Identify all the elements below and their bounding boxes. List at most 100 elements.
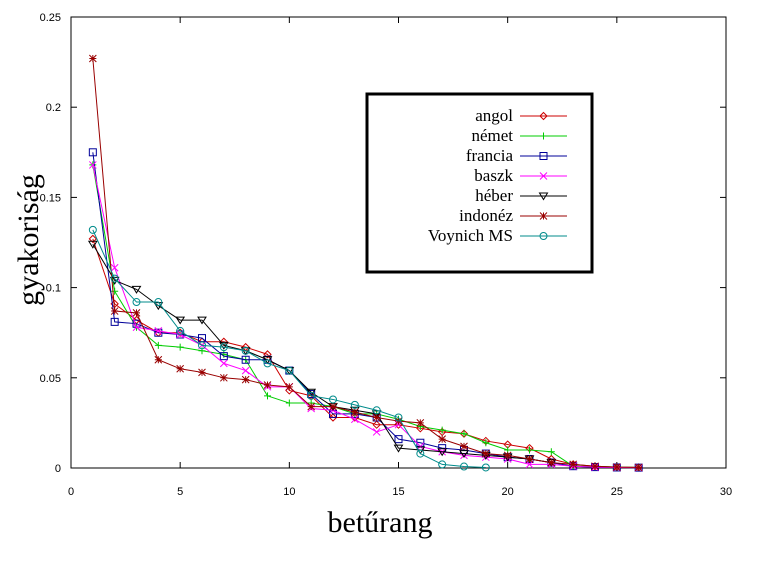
y-tick-label: 0.2 [46, 102, 61, 114]
data-point [241, 355, 250, 364]
data-point [526, 446, 533, 454]
data-point [438, 426, 446, 434]
y-tick-label: 0 [55, 463, 61, 475]
data-point [154, 355, 163, 364]
series-line [92, 229, 486, 468]
legend-label: baszk [474, 166, 513, 185]
series-6 [88, 225, 490, 472]
data-point [371, 410, 382, 419]
legend-label: indonéz [459, 206, 513, 225]
legend-box [365, 92, 594, 274]
data-point [372, 413, 381, 422]
data-point [481, 463, 490, 472]
series-layer [87, 54, 643, 472]
data-point [88, 54, 97, 63]
data-point [154, 341, 162, 349]
data-point [459, 450, 469, 459]
data-point [132, 298, 141, 307]
legend-marker [538, 192, 549, 201]
data-point [438, 460, 447, 469]
x-tick-label: 0 [68, 486, 74, 498]
data-point [437, 448, 448, 457]
data-point [460, 430, 468, 438]
data-point [285, 399, 293, 407]
data-point [88, 148, 97, 157]
data-point [438, 435, 447, 443]
data-point [307, 391, 316, 400]
legend-label: Voynich MS [428, 226, 513, 245]
data-point [198, 368, 206, 377]
x-tick-label: 20 [502, 486, 514, 498]
data-point [394, 420, 403, 429]
data-point [547, 458, 556, 467]
data-point [241, 366, 250, 375]
series-line [92, 164, 639, 469]
data-point [328, 413, 338, 422]
data-point [110, 274, 119, 283]
x-tick-label: 10 [283, 486, 295, 498]
data-point [219, 373, 228, 382]
data-point [110, 307, 119, 315]
data-point [132, 309, 141, 317]
data-point [263, 381, 272, 389]
y-axis-label: gyakoriság [12, 174, 45, 306]
data-point [131, 285, 142, 294]
data-point [219, 359, 228, 368]
legend-marker [539, 212, 548, 220]
data-point [350, 415, 359, 424]
data-point [88, 161, 97, 169]
data-point [460, 442, 468, 451]
data-point [263, 359, 272, 368]
data-point [372, 420, 381, 429]
x-tick-label: 5 [177, 486, 183, 498]
data-point [482, 439, 490, 447]
legend-label: angol [475, 106, 513, 125]
data-point [416, 449, 425, 458]
x-tick-label: 30 [720, 486, 732, 498]
legend-label: német [471, 126, 513, 145]
data-point [198, 341, 206, 350]
data-point [110, 263, 119, 272]
legend-marker [539, 172, 548, 180]
data-point [329, 402, 337, 411]
x-tick-label: 25 [611, 486, 623, 498]
legend: angolnémetfranciabaszkhéberindonézVoynic… [365, 92, 594, 274]
x-axis-label: betűrang [328, 506, 433, 539]
data-point [154, 327, 163, 335]
series-line [92, 164, 639, 468]
series-5 [88, 54, 643, 472]
data-point [416, 442, 425, 451]
data-point [176, 326, 185, 335]
data-point [111, 287, 119, 295]
data-point [154, 328, 163, 337]
data-point [175, 316, 186, 325]
data-point [218, 341, 229, 350]
y-tick-label: 0.15 [40, 192, 61, 204]
x-tick-label: 15 [392, 486, 404, 498]
data-point [460, 462, 468, 471]
data-point [503, 451, 512, 460]
data-point [350, 400, 359, 409]
legend-marker [539, 111, 548, 121]
data-point [394, 413, 403, 422]
y-tick-label: 0.1 [46, 283, 61, 295]
ticks-layer: 0 5 10 15 20 25 30 0 0.05 0.1 0.15 0.2 0.25 [40, 12, 733, 498]
data-point [591, 462, 599, 471]
data-point [612, 463, 621, 471]
data-point [285, 382, 294, 391]
data-point [393, 444, 404, 453]
data-point [219, 343, 228, 352]
data-point [394, 435, 403, 444]
data-point [634, 463, 643, 472]
y-tick-label: 0.25 [40, 12, 61, 24]
data-point [88, 234, 98, 244]
data-point [263, 350, 272, 359]
legend-label: francia [466, 146, 514, 165]
legend-marker [539, 152, 548, 160]
data-point [264, 392, 271, 400]
data-point [176, 343, 184, 351]
data-point [481, 449, 490, 458]
legend-marker [539, 232, 548, 240]
series-line [92, 244, 552, 464]
